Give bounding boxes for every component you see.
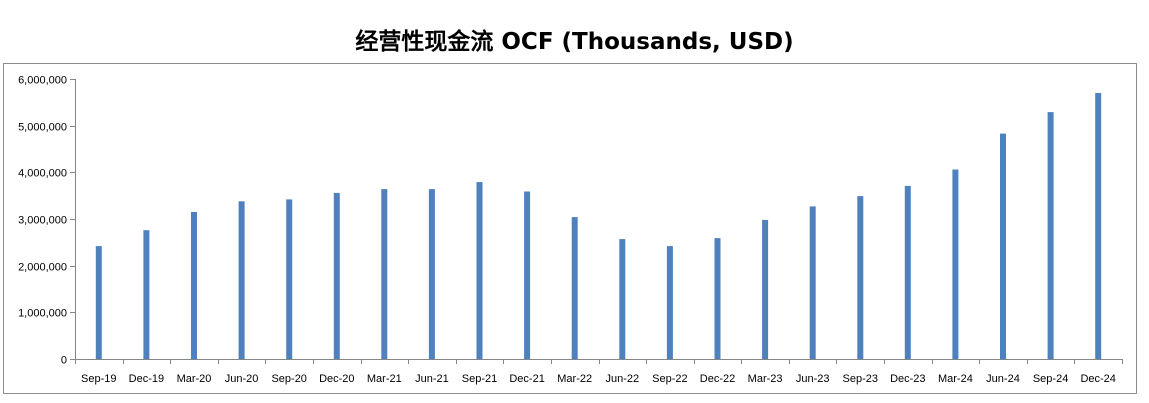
bars <box>95 93 1102 359</box>
bar <box>1000 133 1006 359</box>
x-tick-label: Mar-22 <box>557 373 592 385</box>
bar <box>524 191 531 359</box>
x-tick-label: Dec-21 <box>509 373 544 385</box>
x-tick-label: Mar-24 <box>938 373 973 385</box>
x-tick-label: Dec-20 <box>319 373 354 385</box>
x-tick-label: Sep-22 <box>652 373 687 385</box>
x-tick-label: Dec-22 <box>700 373 735 385</box>
y-tick-label: 2,000,000 <box>18 262 67 274</box>
bar <box>952 169 959 359</box>
bar <box>666 246 673 359</box>
bar <box>333 192 340 359</box>
x-tick-label: Jun-22 <box>605 373 639 385</box>
x-tick-label: Dec-23 <box>890 373 925 385</box>
x-tick-label: Jun-20 <box>225 373 259 385</box>
x-axis: Sep-19 Dec-19 Mar-20 Jun-20 Sep-20 Dec-20 Mar-… <box>75 359 1123 385</box>
x-tick-label: Sep-23 <box>843 373 878 385</box>
x-tick-label: Sep-20 <box>271 373 306 385</box>
bar <box>286 199 293 359</box>
y-tick-label: 1,000,000 <box>18 308 67 320</box>
x-tick-label: Dec-19 <box>129 373 164 385</box>
x-tick-label: Sep-24 <box>1033 373 1068 385</box>
x-tick-label: Mar-23 <box>748 373 783 385</box>
bar <box>1095 93 1102 359</box>
x-tick-label: Mar-20 <box>177 373 212 385</box>
chart-title: 经营性现金流 OCF (Thousands, USD) <box>355 29 794 55</box>
y-tick-label: 5,000,000 <box>18 122 67 134</box>
bar <box>428 189 435 359</box>
bar <box>619 239 626 359</box>
bar <box>1047 112 1054 359</box>
y-tick-label: 6,000,000 <box>18 75 67 87</box>
x-tick-label: Sep-19 <box>81 373 116 385</box>
bar <box>143 230 150 359</box>
x-tick-label: Dec-24 <box>1080 373 1115 385</box>
bar <box>714 238 721 359</box>
x-tick-label: Jun-23 <box>796 373 830 385</box>
y-tick-label: 4,000,000 <box>18 168 67 180</box>
bar <box>809 206 816 359</box>
bar <box>904 185 911 359</box>
bar <box>571 217 578 359</box>
y-tick-label: 0 <box>61 355 67 367</box>
x-tick-label: Sep-21 <box>462 373 497 385</box>
bar <box>476 182 483 359</box>
bar <box>381 189 388 359</box>
x-tick-label: Jun-24 <box>986 373 1020 385</box>
bar <box>238 201 245 359</box>
x-tick-label: Jun-21 <box>415 373 449 385</box>
bar <box>857 196 864 359</box>
bar <box>191 212 197 359</box>
y-axis: 0 1,000,000 2,000,000 3,000,000 4,000,000 5,0… <box>18 75 76 367</box>
x-tick-label: Mar-21 <box>367 373 402 385</box>
chart-border <box>3 63 1137 394</box>
bar <box>762 219 769 359</box>
bar <box>95 246 102 359</box>
y-tick-label: 3,000,000 <box>18 215 67 227</box>
